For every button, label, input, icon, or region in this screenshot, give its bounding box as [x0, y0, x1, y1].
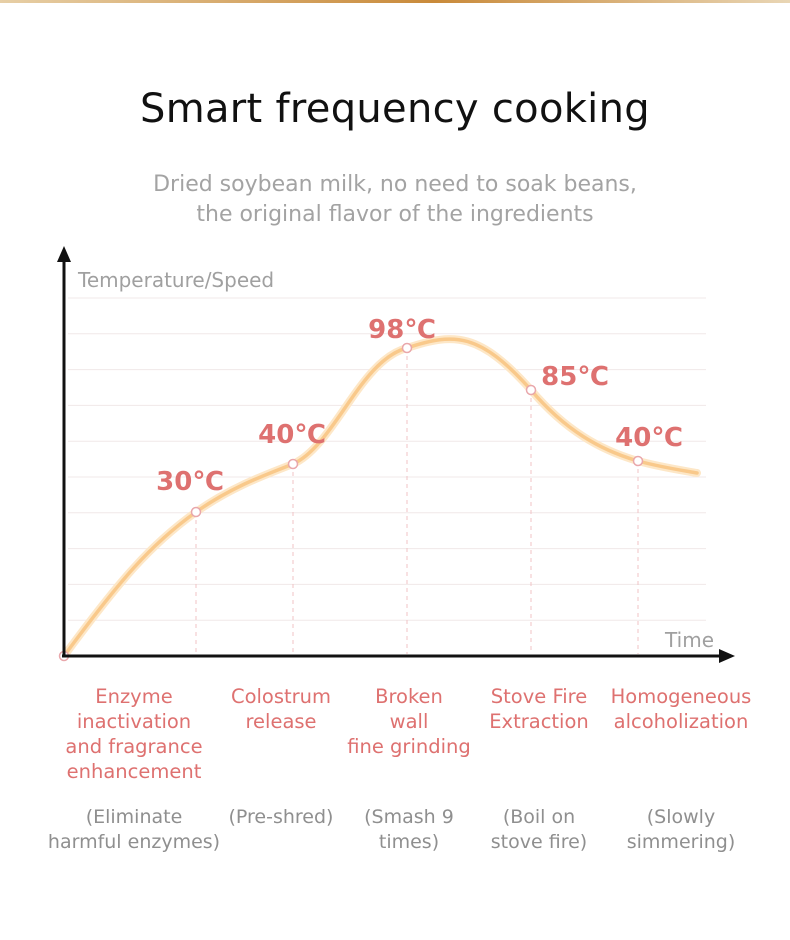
stage-name-line: Homogeneous [610, 685, 752, 708]
stage-note-line: (Pre-shred) [228, 806, 334, 828]
stage-name: Broken wall fine grinding [334, 684, 484, 759]
stage-name-line: Stove Fire [490, 685, 588, 708]
stage-note-line: (Smash 9 [364, 806, 454, 828]
stage-name-line: and fragrance [65, 735, 203, 758]
temperature-label: 98℃ [368, 315, 436, 345]
curve-point-marker [190, 506, 202, 518]
stage-name-line: inactivation [76, 710, 192, 733]
y-axis-label: Temperature/Speed [77, 268, 274, 292]
curve-point-marker [401, 342, 413, 354]
stage-note: (Slowly simmering) [586, 805, 776, 855]
stage-note: (Smash 9 times) [314, 805, 504, 855]
stage-name-line: Extraction [489, 710, 589, 733]
top-accent-line [0, 0, 790, 3]
page-subtitle: Dried soybean milk, no need to soak bean… [0, 170, 790, 230]
x-axis-label: Time [664, 628, 714, 652]
page-title: Smart frequency cooking [140, 86, 650, 132]
temperature-label: 85℃ [541, 362, 609, 392]
stage-note-line: (Eliminate [85, 806, 183, 828]
stage-note-line: times) [378, 831, 440, 853]
subtitle-line: the original flavor of the ingredients [196, 202, 594, 227]
stage-name-line: Enzyme [95, 685, 173, 708]
stage-name-line: wall [389, 710, 429, 733]
guide-lines [195, 348, 639, 654]
stage-name-line: Colostrum [230, 685, 332, 708]
stage-note: (Eliminate harmful enzymes) [39, 805, 229, 855]
temperature-label: 40℃ [258, 420, 326, 450]
subtitle-line: Dried soybean milk, no need to soak bean… [153, 172, 637, 197]
stage-note-line: (Slowly [646, 806, 716, 828]
temperature-label: 30℃ [156, 467, 224, 497]
stage-name-line: alcoholization [613, 710, 749, 733]
stage-note-line: (Boil on [502, 806, 576, 828]
stage-note-line: harmful enzymes) [47, 831, 221, 853]
stage-name: Enzyme inactivation and fragrance enhanceme… [59, 684, 209, 784]
curve-point-marker [287, 458, 299, 470]
stage-name: Colostrum release [206, 684, 356, 734]
stage-name-line: release [245, 710, 317, 733]
stage-name-line: enhancement [66, 760, 202, 783]
stage-note-line: simmering) [626, 831, 736, 853]
stage-note: (Pre-shred) [186, 805, 376, 830]
chart-grid [68, 297, 706, 621]
stage-note: (Boil on stove fire) [444, 805, 634, 855]
temperature-label: 40℃ [615, 423, 683, 453]
curve-point-marker [632, 455, 644, 467]
curve-point-marker [525, 384, 537, 396]
stage-name: Homogeneous alcoholization [606, 684, 756, 734]
x-axis-arrow-icon [719, 649, 735, 663]
temperature-labels: 30℃ 40℃ 98℃ 85℃ 40℃ [156, 315, 683, 497]
stage-name-line: Broken [375, 685, 443, 708]
stage-name-line: fine grinding [347, 735, 471, 758]
stage-note-line: stove fire) [490, 831, 588, 853]
y-axis-arrow-icon [57, 246, 71, 262]
stage-name: Stove Fire Extraction [464, 684, 614, 734]
temperature-curve [62, 337, 699, 658]
